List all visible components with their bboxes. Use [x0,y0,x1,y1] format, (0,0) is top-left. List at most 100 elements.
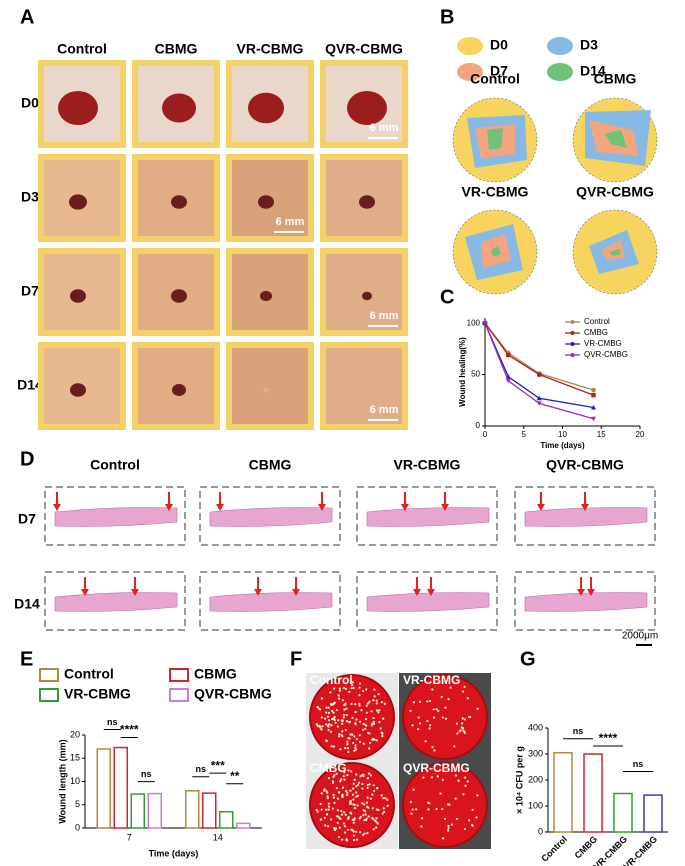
colony [352,782,355,785]
arrow-head [413,589,421,596]
colony [380,731,383,734]
colony [463,827,467,831]
colony [361,802,364,805]
colony [377,711,380,714]
colony [374,820,377,823]
panel-label: G [520,648,536,670]
legend-label: D3 [580,37,598,53]
colony [384,797,387,800]
legend-label: VR-CBMG [64,686,131,702]
colony [431,688,434,691]
colony [358,817,361,820]
colony [352,830,355,833]
arrow-head [587,589,595,596]
colony [461,727,465,730]
tissue-section [54,592,178,612]
colony [476,707,479,710]
colony [333,701,336,704]
colony [428,802,431,805]
colony [327,711,331,714]
colony [326,739,329,743]
colony [331,709,334,713]
colony [439,792,442,795]
colony [327,802,330,805]
y-tick-label: 0 [75,822,80,832]
marker [591,387,596,393]
colony [345,719,349,723]
colony [332,745,335,748]
colony [372,817,375,821]
row-label: D14 [17,377,43,393]
colony [351,818,354,821]
wound [162,93,196,123]
colony [446,829,450,832]
colony [366,777,369,780]
colony [349,789,352,792]
wound-photo [232,254,308,330]
tissue-section [524,507,648,527]
colony [362,742,365,745]
panel-label: D [20,448,34,470]
wound [171,289,187,303]
plate-label: CMBG [310,761,347,775]
colony [327,728,330,732]
colony [428,727,431,730]
x-tick-label: 10 [558,430,567,439]
colony [337,791,341,794]
tissue-frame [44,571,186,631]
colony [340,838,344,841]
colony [353,817,356,820]
plate [402,674,488,760]
colony [379,727,382,730]
colony [354,703,357,706]
colony [346,828,350,831]
colony [376,786,379,790]
colony [341,719,344,722]
colony [337,735,341,738]
colony [345,793,349,797]
colony [417,728,420,731]
colony [441,778,444,781]
colony [471,808,474,811]
colony [441,716,444,719]
colony [455,722,458,725]
arrow-head [81,589,89,596]
colony [352,838,356,842]
colony [365,688,368,691]
colony [377,808,380,812]
colony [444,706,447,709]
legend-marker [570,342,575,346]
colony [336,797,340,800]
legend-marker [570,320,575,324]
tissue-frame [514,571,656,631]
colony [344,746,347,750]
colony [460,722,464,725]
line [484,322,594,420]
colony [336,809,339,812]
colony [344,813,347,816]
colony [443,817,447,820]
x-tick-label: Control [539,834,569,864]
colony [340,794,344,797]
colony [365,704,368,707]
colony [367,772,371,775]
colony [344,728,347,732]
wound [171,195,187,209]
colony [456,732,459,735]
colony [355,718,358,721]
colony [327,719,331,722]
colony [354,830,358,833]
colony [323,789,326,792]
panel-label: C [440,286,454,308]
y-tick-label: 5 [75,799,80,809]
colony [461,717,464,720]
colony [377,693,380,696]
bar [185,790,200,829]
colony [411,808,414,811]
colony [471,824,474,827]
colony [339,780,342,783]
colony [339,748,342,751]
colony [352,821,355,824]
colony [341,699,345,702]
wound [347,91,387,125]
